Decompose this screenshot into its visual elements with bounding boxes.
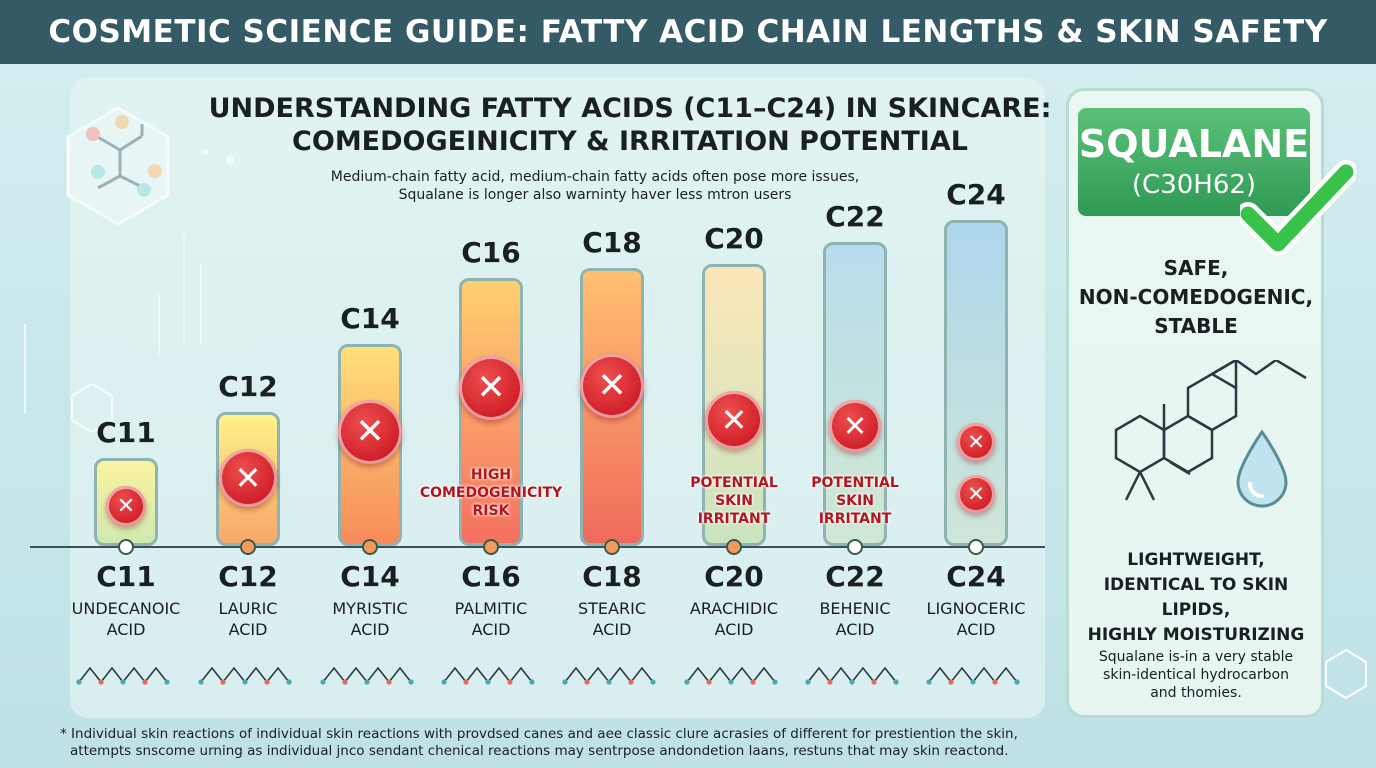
- molecule-icon: [562, 666, 656, 685]
- x-mark-icon: ✕: [106, 486, 146, 526]
- baseline-dot: [118, 539, 134, 555]
- subtitle: Medium-chain fatty acid, medium-chain fa…: [240, 168, 950, 204]
- bar-top-label: C11: [96, 416, 156, 449]
- header-banner: COSMETIC SCIENCE GUIDE: FATTY ACID CHAIN…: [0, 0, 1376, 64]
- baseline-dot: [362, 539, 378, 555]
- acid-name: ARACHIDIC ACID: [689, 599, 779, 639]
- squalane-benefits: LIGHTWEIGHT, IDENTICAL TO SKIN LIPIDS, H…: [1070, 548, 1322, 648]
- squalane-note: Squalane is-in a very stable skin-identi…: [1080, 648, 1312, 702]
- molecule-icon: [684, 666, 778, 685]
- squalane-structure-icon: [1114, 360, 1307, 501]
- main-title-line2: COMEDOGEINICITY & IRRITATION POTENTIAL: [292, 126, 968, 157]
- squalane-note-2: skin-identical hydrocarbon: [1103, 667, 1289, 683]
- squalane-benefit-1: LIGHTWEIGHT,: [1127, 550, 1265, 570]
- bar-top-label: C12: [218, 370, 278, 403]
- risk-label: POTENTIAL SKIN IRRITANT: [690, 475, 778, 527]
- main-title-line1: UNDERSTANDING FATTY ACIDS (C11–C24) IN S…: [208, 93, 1052, 124]
- acid-code: C24: [946, 560, 1006, 593]
- squalane-note-3: and thomies.: [1150, 685, 1242, 701]
- bar-top-label: C18: [582, 226, 642, 259]
- acid-code: C20: [704, 560, 764, 593]
- molecule-icon: [76, 666, 170, 685]
- squalane-note-1: Squalane is-in a very stable: [1098, 649, 1294, 665]
- squalane-name: SQUALANE: [1078, 122, 1310, 166]
- x-mark-icon: ✕: [580, 354, 644, 418]
- squalane-benefit-3: HIGHLY MOISTURIZING: [1087, 625, 1305, 645]
- bar-c11: [94, 458, 158, 546]
- acid-name: MYRISTIC ACID: [332, 599, 408, 639]
- molecule-icon: [441, 666, 535, 685]
- x-mark-icon: ✕: [705, 391, 763, 449]
- molecule-icon: [320, 666, 414, 685]
- acid-name: UNDECANOIC ACID: [71, 599, 181, 639]
- acid-code: C12: [218, 560, 278, 593]
- acid-code: C18: [582, 560, 642, 593]
- footnote-line2: attempts snscome urning as individual jn…: [70, 743, 1009, 759]
- x-mark-icon: ✕: [338, 400, 402, 464]
- header-title: COSMETIC SCIENCE GUIDE: FATTY ACID CHAIN…: [48, 14, 1328, 50]
- main-title: UNDERSTANDING FATTY ACIDS (C11–C24) IN S…: [160, 92, 1100, 158]
- bar-top-label: C14: [340, 302, 400, 335]
- acid-name: BEHENIC ACID: [819, 599, 891, 639]
- acid-code: C14: [340, 560, 400, 593]
- acid-code: C11: [96, 560, 156, 593]
- acid-name: LIGNOCERIC ACID: [926, 599, 1026, 639]
- acid-name: LAURIC ACID: [218, 599, 278, 639]
- baseline-dot: [968, 539, 984, 555]
- baseline-dot: [604, 539, 620, 555]
- risk-label: HIGH COMEDOGENICITY RISK: [419, 467, 563, 519]
- squalane-prop-2: NON-COMEDOGENIC,: [1078, 285, 1314, 309]
- bar-c22: [823, 242, 887, 546]
- acid-name: STEARIC ACID: [578, 599, 646, 639]
- squalane-benefit-2: IDENTICAL TO SKIN LIPIDS,: [1103, 575, 1289, 620]
- squalane-badge: SQUALANE (C30H62): [1078, 108, 1310, 216]
- molecule-icon: [198, 666, 292, 685]
- subtitle-line2: Squalane is longer also warninty haver l…: [398, 187, 792, 203]
- baseline-axis: [30, 546, 1045, 548]
- molecule-icon: [805, 666, 899, 685]
- baseline-dot: [483, 539, 499, 555]
- bar-top-label: C22: [825, 200, 885, 233]
- squalane-prop-3: STABLE: [1154, 314, 1238, 338]
- baseline-dot: [240, 539, 256, 555]
- squalane-prop-1: SAFE,: [1163, 256, 1229, 280]
- check-mark-icon: [1240, 160, 1356, 256]
- subtitle-line1: Medium-chain fatty acid, medium-chain fa…: [330, 169, 860, 185]
- x-mark-icon: ✕: [219, 449, 277, 507]
- risk-label: POTENTIAL SKIN IRRITANT: [811, 475, 899, 527]
- x-mark-icon: ✕: [957, 475, 995, 513]
- acid-name: PALMITIC ACID: [454, 599, 528, 639]
- bar-top-label: C24: [946, 178, 1006, 211]
- x-mark-icon: ✕: [829, 400, 881, 452]
- molecule-icon: [926, 666, 1020, 685]
- water-drop-icon: [1236, 429, 1288, 508]
- bar-top-label: C16: [461, 236, 521, 269]
- squalane-formula: (C30H62): [1131, 170, 1257, 200]
- footnote-line1: * Individual skin reactions of individua…: [60, 726, 1018, 742]
- acid-code: C22: [825, 560, 885, 593]
- squalane-properties: SAFE, NON-COMEDOGENIC, STABLE: [1070, 254, 1322, 341]
- baseline-dot: [726, 539, 742, 555]
- baseline-dot: [847, 539, 863, 555]
- bar-top-label: C20: [704, 222, 764, 255]
- x-mark-icon: ✕: [957, 423, 995, 461]
- footnote: * Individual skin reactions of individua…: [60, 726, 1100, 760]
- x-mark-icon: ✕: [459, 356, 523, 420]
- acid-code: C16: [461, 560, 521, 593]
